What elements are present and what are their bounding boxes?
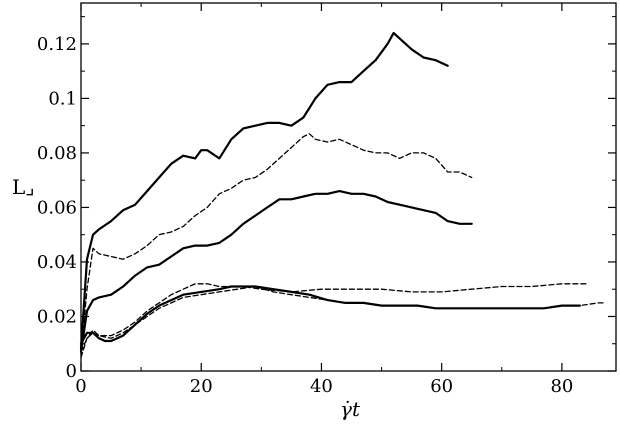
y-axis: 0 0.02 0.04 0.06 0.08 0.1 0.12 <box>37 16 616 382</box>
y-tick-label: 0.1 <box>48 88 77 109</box>
y-axis-label: L⌟ <box>12 175 35 199</box>
y-tick-label: 0.12 <box>37 34 77 55</box>
y-tick-label: 0.06 <box>37 197 77 218</box>
y-tick-label: 0.04 <box>37 252 77 273</box>
x-axis-label: γ̇t <box>340 397 361 421</box>
x-tick-label: 20 <box>190 376 213 397</box>
series-line-3 <box>79 190 473 353</box>
plot-frame <box>80 2 617 372</box>
series-line-5 <box>79 285 582 345</box>
y-tick-label: 0.02 <box>37 306 77 327</box>
x-tick-label: 40 <box>310 376 333 397</box>
series-line-2 <box>80 133 473 356</box>
y-tick-label: 0.08 <box>37 143 77 164</box>
series-layer <box>79 31 605 359</box>
x-tick-label: 0 <box>75 376 86 397</box>
series-line-6 <box>80 285 605 359</box>
y-tick-label: 0 <box>66 361 77 382</box>
x-axis: 0 20 40 60 80 <box>75 3 573 397</box>
series-line-4 <box>80 283 587 353</box>
x-tick-label: 60 <box>430 376 453 397</box>
x-tick-label: 80 <box>550 376 573 397</box>
series-line-1 <box>79 31 449 351</box>
